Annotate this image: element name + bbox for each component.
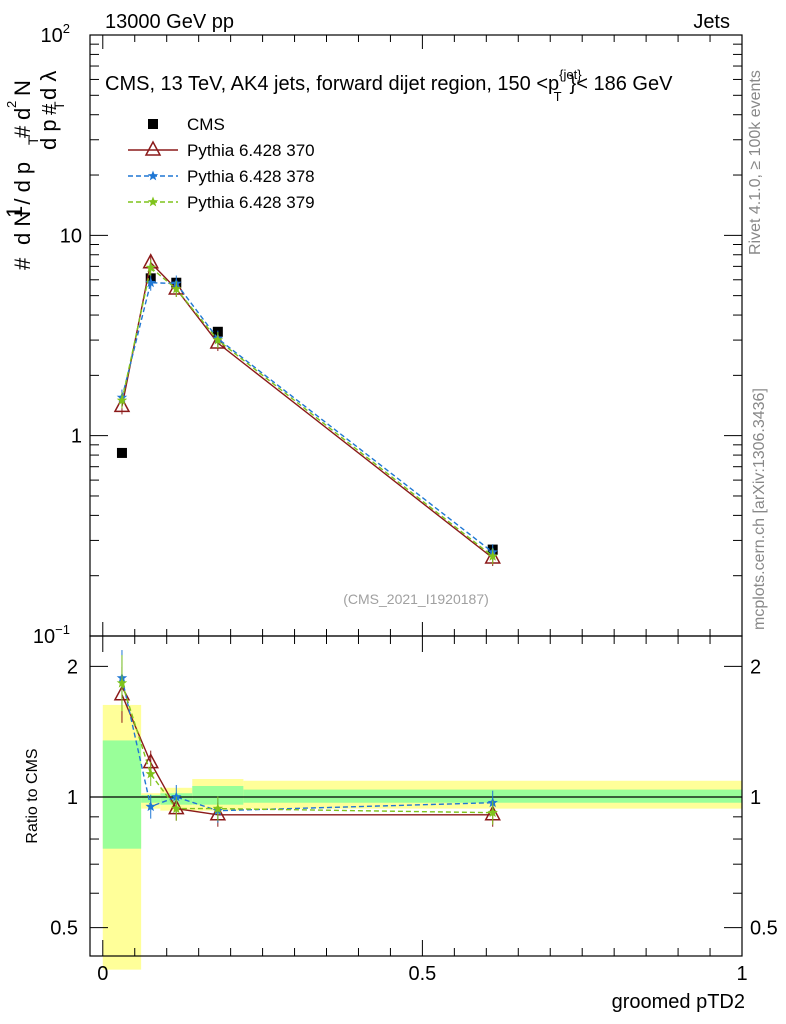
legend-label-p378: Pythia 6.428 378 (187, 167, 315, 186)
point-p378 (145, 277, 156, 288)
ratio-ytick-label: 2 (67, 656, 78, 678)
svg-text:d: d (10, 108, 35, 120)
main-ytick-label: 1 (71, 426, 82, 448)
point-p379 (212, 334, 224, 345)
legend: CMS Pythia 6.428 370 Pythia 6.428 378 Pythi… (128, 115, 315, 212)
ratio-bands (90, 704, 743, 970)
ratio-xtick-label: 0 (97, 963, 108, 985)
ratio-point-p378 (145, 801, 156, 812)
watermark: (CMS_2021_I1920187) (343, 591, 489, 607)
ratio-xtick-label: 0.5 (408, 963, 436, 985)
main-title: CMS, 13 TeV, AK4 jets, forward dijet reg… (105, 67, 673, 104)
band-inner (102, 740, 142, 849)
legend-marker-p378 (147, 170, 159, 181)
svg-text:d λ: d λ (36, 71, 61, 100)
main-panel: 10−1 1 10 102 CMS, 13 TeV, AK4 jets, forwar… (33, 21, 743, 648)
svg-text:#: # (10, 257, 35, 270)
main-ticks: 10−1 1 10 102 (33, 21, 743, 648)
ratio-ytick-label-right: 0.5 (750, 918, 778, 940)
svg-text:d p: d p (36, 119, 61, 150)
series-line-p378 (121, 281, 494, 553)
point-p370 (113, 396, 131, 413)
ratio-ytick-label: 0.5 (50, 918, 78, 940)
svg-text:1: 1 (2, 206, 27, 218)
legend-marker-p379 (147, 196, 159, 207)
ratio-ytick-label-right: 2 (750, 656, 761, 678)
main-ytick-label: 10−1 (33, 622, 70, 648)
main-series (113, 253, 501, 567)
ratio-ylabel: Ratio to CMS (24, 748, 41, 843)
legend-label-p379: Pythia 6.428 379 (187, 193, 315, 212)
ratio-xtick-label: 1 (736, 963, 747, 985)
legend-marker-cms (148, 119, 158, 129)
url-label: mcplots.cern.ch [arXiv:1306.3436] (751, 388, 768, 630)
main-ylabel: # d N / d p T 1 # d p T d λ # d 2 N (2, 71, 67, 270)
ratio-point-p379 (145, 768, 156, 779)
point-p379 (145, 262, 156, 273)
svg-text:2: 2 (4, 101, 19, 108)
energy-label: 13000 GeV pp (105, 11, 234, 33)
point-p379 (171, 283, 182, 294)
ratio-panel: 0.5 0.5 1 1 2 2 0 0.5 1 (50, 635, 778, 985)
rivet-label: Rivet 4.1.0, ≥ 100k events (747, 70, 764, 255)
svg-text:T: T (25, 136, 41, 145)
ratio-point-p379 (487, 807, 498, 818)
main-ytick-label: 102 (41, 21, 70, 47)
x-axis-label: groomed pTD2 (612, 991, 745, 1013)
series-line-p379 (121, 266, 494, 557)
svg-text:T: T (51, 101, 67, 110)
main-ytick-label: 10 (60, 225, 82, 247)
svg-text:d N / d p: d N / d p (10, 162, 35, 245)
ratio-ytick-label-right: 1 (750, 787, 761, 809)
category-label: Jets (693, 11, 730, 33)
legend-label-p370: Pythia 6.428 370 (187, 141, 315, 160)
ratio-point-p378 (171, 791, 182, 802)
band-inner (192, 786, 244, 805)
point-p379 (487, 550, 498, 561)
svg-text:N: N (10, 80, 35, 96)
ratio-ytick-label: 1 (67, 787, 78, 809)
legend-label-cms: CMS (187, 115, 225, 134)
ratio-point-p379 (212, 803, 224, 814)
ratio-point-p379 (116, 677, 128, 688)
ratio-ticks: 0.5 0.5 1 1 2 2 0 0.5 1 (50, 636, 778, 985)
legend-marker-p370 (144, 140, 162, 156)
ratio-series (113, 650, 501, 827)
svg-text:#: # (39, 103, 61, 115)
svg-text:#: # (10, 125, 35, 138)
ratio-point-p379 (171, 803, 182, 814)
point-cms (116, 447, 127, 458)
ratio-frame (89, 635, 743, 957)
point-p379 (116, 394, 128, 405)
